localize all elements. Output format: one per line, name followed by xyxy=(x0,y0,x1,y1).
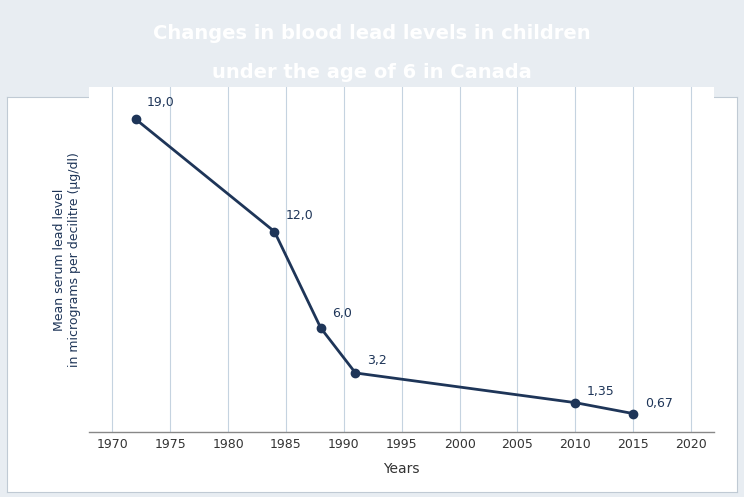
X-axis label: Years: Years xyxy=(383,462,420,476)
Text: 19,0: 19,0 xyxy=(147,96,175,109)
Text: Changes in blood lead levels in children: Changes in blood lead levels in children xyxy=(153,24,591,43)
Text: 3,2: 3,2 xyxy=(367,353,387,366)
Text: 0,67: 0,67 xyxy=(645,397,673,410)
Text: 12,0: 12,0 xyxy=(286,209,314,222)
Text: 6,0: 6,0 xyxy=(333,307,352,320)
Text: under the age of 6 in Canada: under the age of 6 in Canada xyxy=(212,63,532,82)
Y-axis label: Mean serum lead level
in micrograms per decilitre (μg/dl): Mean serum lead level in micrograms per … xyxy=(53,152,81,367)
Text: 1,35: 1,35 xyxy=(587,385,615,398)
